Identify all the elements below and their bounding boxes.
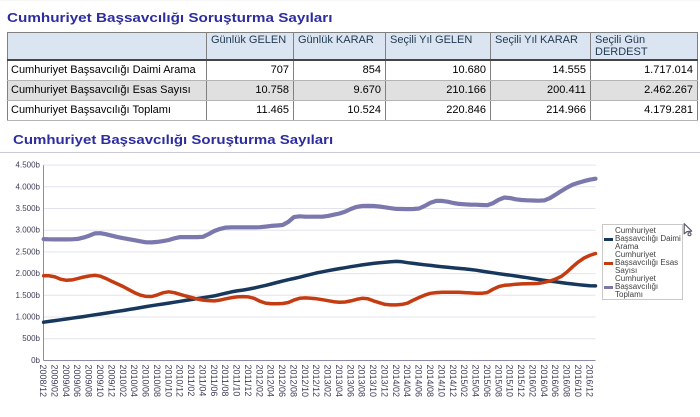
svg-text:2014/06: 2014/06 xyxy=(414,365,424,398)
svg-text:2012/02: 2012/02 xyxy=(254,365,264,398)
svg-text:2009/12: 2009/12 xyxy=(106,365,116,398)
svg-text:1.500b: 1.500b xyxy=(16,291,41,300)
svg-text:2010/06: 2010/06 xyxy=(141,365,151,398)
svg-text:2013/04: 2013/04 xyxy=(334,365,344,398)
svg-text:3.000b: 3.000b xyxy=(16,226,41,235)
svg-text:2013/08: 2013/08 xyxy=(357,365,367,398)
svg-text:500b: 500b xyxy=(22,334,40,343)
svg-text:0b: 0b xyxy=(31,356,40,365)
svg-text:2011/02: 2011/02 xyxy=(186,365,196,397)
svg-text:2015/10: 2015/10 xyxy=(505,365,515,398)
svg-text:3.500b: 3.500b xyxy=(16,204,41,213)
svg-text:2009/06: 2009/06 xyxy=(72,365,82,398)
svg-text:2013/12: 2013/12 xyxy=(380,365,390,398)
svg-text:2009/08: 2009/08 xyxy=(84,365,94,398)
svg-text:2016/12: 2016/12 xyxy=(584,365,594,398)
svg-text:2.000b: 2.000b xyxy=(16,269,41,278)
svg-text:2013/02: 2013/02 xyxy=(323,365,333,398)
svg-text:2010/02: 2010/02 xyxy=(118,365,128,398)
svg-text:2011/08: 2011/08 xyxy=(220,365,230,397)
svg-text:2016/06: 2016/06 xyxy=(550,365,560,398)
svg-text:2016/02: 2016/02 xyxy=(527,365,537,398)
svg-text:2015/04: 2015/04 xyxy=(471,365,481,398)
svg-text:2016/10: 2016/10 xyxy=(573,365,583,398)
svg-text:2010/10: 2010/10 xyxy=(163,365,173,398)
svg-text:2012/12: 2012/12 xyxy=(311,365,321,398)
svg-text:2015/02: 2015/02 xyxy=(459,365,469,398)
svg-text:2014/12: 2014/12 xyxy=(448,365,458,398)
svg-text:2009/04: 2009/04 xyxy=(61,365,71,398)
svg-text:2013/06: 2013/06 xyxy=(345,365,355,398)
svg-text:2014/04: 2014/04 xyxy=(402,365,412,398)
svg-text:2016/08: 2016/08 xyxy=(562,365,572,398)
svg-text:2015/12: 2015/12 xyxy=(516,365,526,398)
svg-text:2011/12: 2011/12 xyxy=(243,365,253,397)
svg-text:2009/02: 2009/02 xyxy=(50,365,60,398)
svg-text:2016/04: 2016/04 xyxy=(539,365,549,398)
svg-text:2014/10: 2014/10 xyxy=(436,365,446,398)
svg-text:2015/08: 2015/08 xyxy=(493,365,503,398)
svg-text:2010/04: 2010/04 xyxy=(129,365,139,398)
svg-text:2015/06: 2015/06 xyxy=(482,365,492,398)
svg-text:2010/08: 2010/08 xyxy=(152,365,162,398)
svg-text:2008/12: 2008/12 xyxy=(38,365,48,398)
svg-text:2013/10: 2013/10 xyxy=(368,365,378,398)
svg-text:2012/08: 2012/08 xyxy=(288,365,298,398)
svg-text:2012/04: 2012/04 xyxy=(266,365,276,398)
svg-text:1.000b: 1.000b xyxy=(16,313,41,322)
svg-text:2009/10: 2009/10 xyxy=(95,365,105,398)
svg-text:2012/06: 2012/06 xyxy=(277,365,287,398)
svg-text:2011/10: 2011/10 xyxy=(232,365,242,397)
svg-text:2011/06: 2011/06 xyxy=(209,365,219,397)
svg-text:2.500b: 2.500b xyxy=(16,247,41,256)
svg-text:4.500b: 4.500b xyxy=(16,161,41,170)
svg-text:2014/08: 2014/08 xyxy=(425,365,435,398)
svg-text:2014/02: 2014/02 xyxy=(391,365,401,398)
svg-text:2010/12: 2010/12 xyxy=(175,365,185,398)
svg-text:2011/04: 2011/04 xyxy=(197,365,207,397)
svg-text:4.000b: 4.000b xyxy=(16,182,41,191)
svg-text:2012/10: 2012/10 xyxy=(300,365,310,398)
